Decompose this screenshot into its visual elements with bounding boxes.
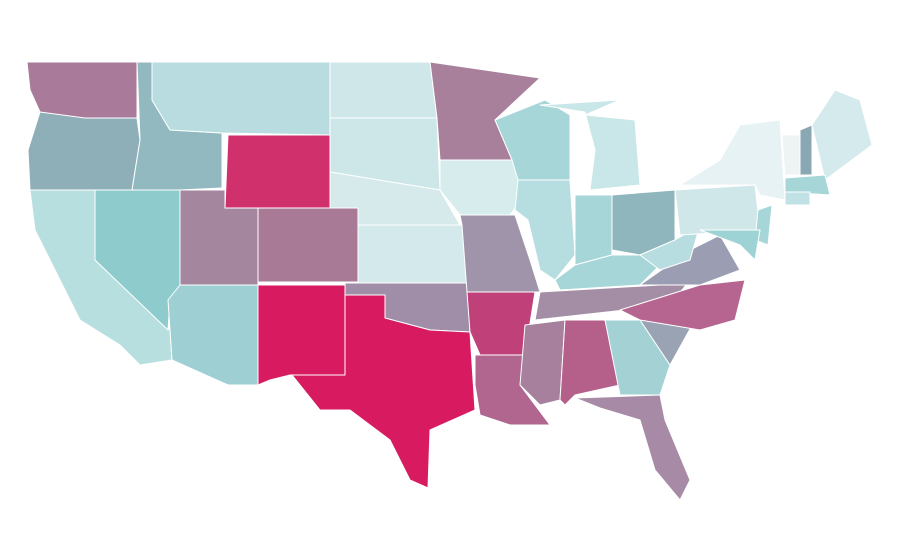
region [799,124,813,176]
region [329,61,438,119]
region [26,61,138,121]
region [539,99,641,191]
region [674,184,761,236]
region [514,179,576,281]
region [257,207,359,283]
region [679,119,786,201]
region [639,224,701,271]
region [459,214,541,293]
region [699,229,761,261]
region [257,284,346,386]
region [151,61,331,136]
region [784,174,831,196]
region [811,89,873,181]
region [224,134,331,209]
region [519,319,566,406]
region [784,191,811,206]
region [604,319,671,396]
region [357,224,468,284]
region [291,294,476,489]
region [27,111,141,191]
region [574,194,613,266]
region [167,284,259,386]
region [781,134,801,176]
region [574,394,691,501]
